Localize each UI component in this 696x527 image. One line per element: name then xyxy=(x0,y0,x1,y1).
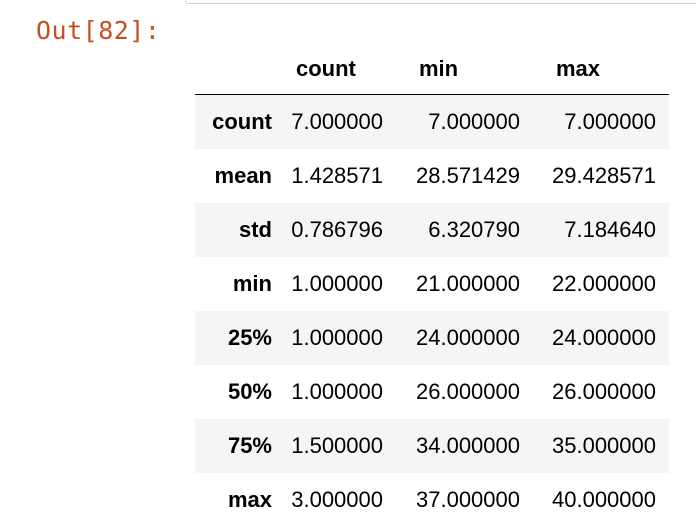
cell-max: 26.000000 xyxy=(552,378,656,404)
cell-min: 7.000000 xyxy=(428,108,520,134)
cell-max: 40.000000 xyxy=(552,486,656,512)
table-row: min 1.000000 21.000000 22.000000 xyxy=(195,256,669,311)
row-index: max xyxy=(227,486,272,512)
table-row: 50% 1.000000 26.000000 26.000000 xyxy=(195,364,669,419)
cell-min: 21.000000 xyxy=(416,270,520,296)
cell-count: 1.500000 xyxy=(291,432,383,458)
table-row: 25% 1.000000 24.000000 24.000000 xyxy=(195,310,669,365)
cell-max: 7.184640 xyxy=(564,216,656,242)
cell-min: 26.000000 xyxy=(416,378,520,404)
cell-min: 37.000000 xyxy=(416,486,520,512)
output-prompt: Out[82]: xyxy=(36,16,161,45)
row-index: 25% xyxy=(227,324,272,350)
column-header-max: max xyxy=(532,44,669,95)
cell-max: 24.000000 xyxy=(552,324,656,350)
cell-count: 7.000000 xyxy=(291,108,383,134)
row-index: count xyxy=(212,108,272,134)
table-row: 75% 1.500000 34.000000 35.000000 xyxy=(195,418,669,473)
row-index: 75% xyxy=(227,432,272,458)
table-header-row: count min max xyxy=(195,44,669,95)
row-index: 50% xyxy=(227,378,272,404)
row-index: mean xyxy=(214,162,272,188)
row-index: min xyxy=(232,270,272,296)
column-header-count: count xyxy=(283,44,395,95)
cell-min: 6.320790 xyxy=(428,216,520,242)
cell-min: 28.571429 xyxy=(416,162,520,188)
cell-count: 1.428571 xyxy=(291,162,383,188)
cell-min: 34.000000 xyxy=(416,432,520,458)
cell-count: 1.000000 xyxy=(291,270,383,296)
cell-max: 22.000000 xyxy=(552,270,656,296)
cell-count: 0.786796 xyxy=(291,216,383,242)
cell-max: 7.000000 xyxy=(564,108,656,134)
cell-min: 24.000000 xyxy=(416,324,520,350)
row-index: std xyxy=(239,216,272,242)
table-row: count 7.000000 7.000000 7.000000 xyxy=(195,94,669,149)
cell-max: 35.000000 xyxy=(552,432,656,458)
previous-cell-border xyxy=(185,0,696,4)
table-row: max 3.000000 37.000000 40.000000 xyxy=(195,472,669,527)
table-row: mean 1.428571 28.571429 29.428571 xyxy=(195,148,669,203)
dataframe-table: count min max count 7.000000 7.000000 7.… xyxy=(195,44,669,527)
cell-count: 3.000000 xyxy=(291,486,383,512)
cell-count: 1.000000 xyxy=(291,324,383,350)
column-header-min: min xyxy=(395,44,532,95)
index-header xyxy=(195,44,283,95)
table-row: std 0.786796 6.320790 7.184640 xyxy=(195,202,669,257)
cell-max: 29.428571 xyxy=(552,162,656,188)
cell-count: 1.000000 xyxy=(291,378,383,404)
